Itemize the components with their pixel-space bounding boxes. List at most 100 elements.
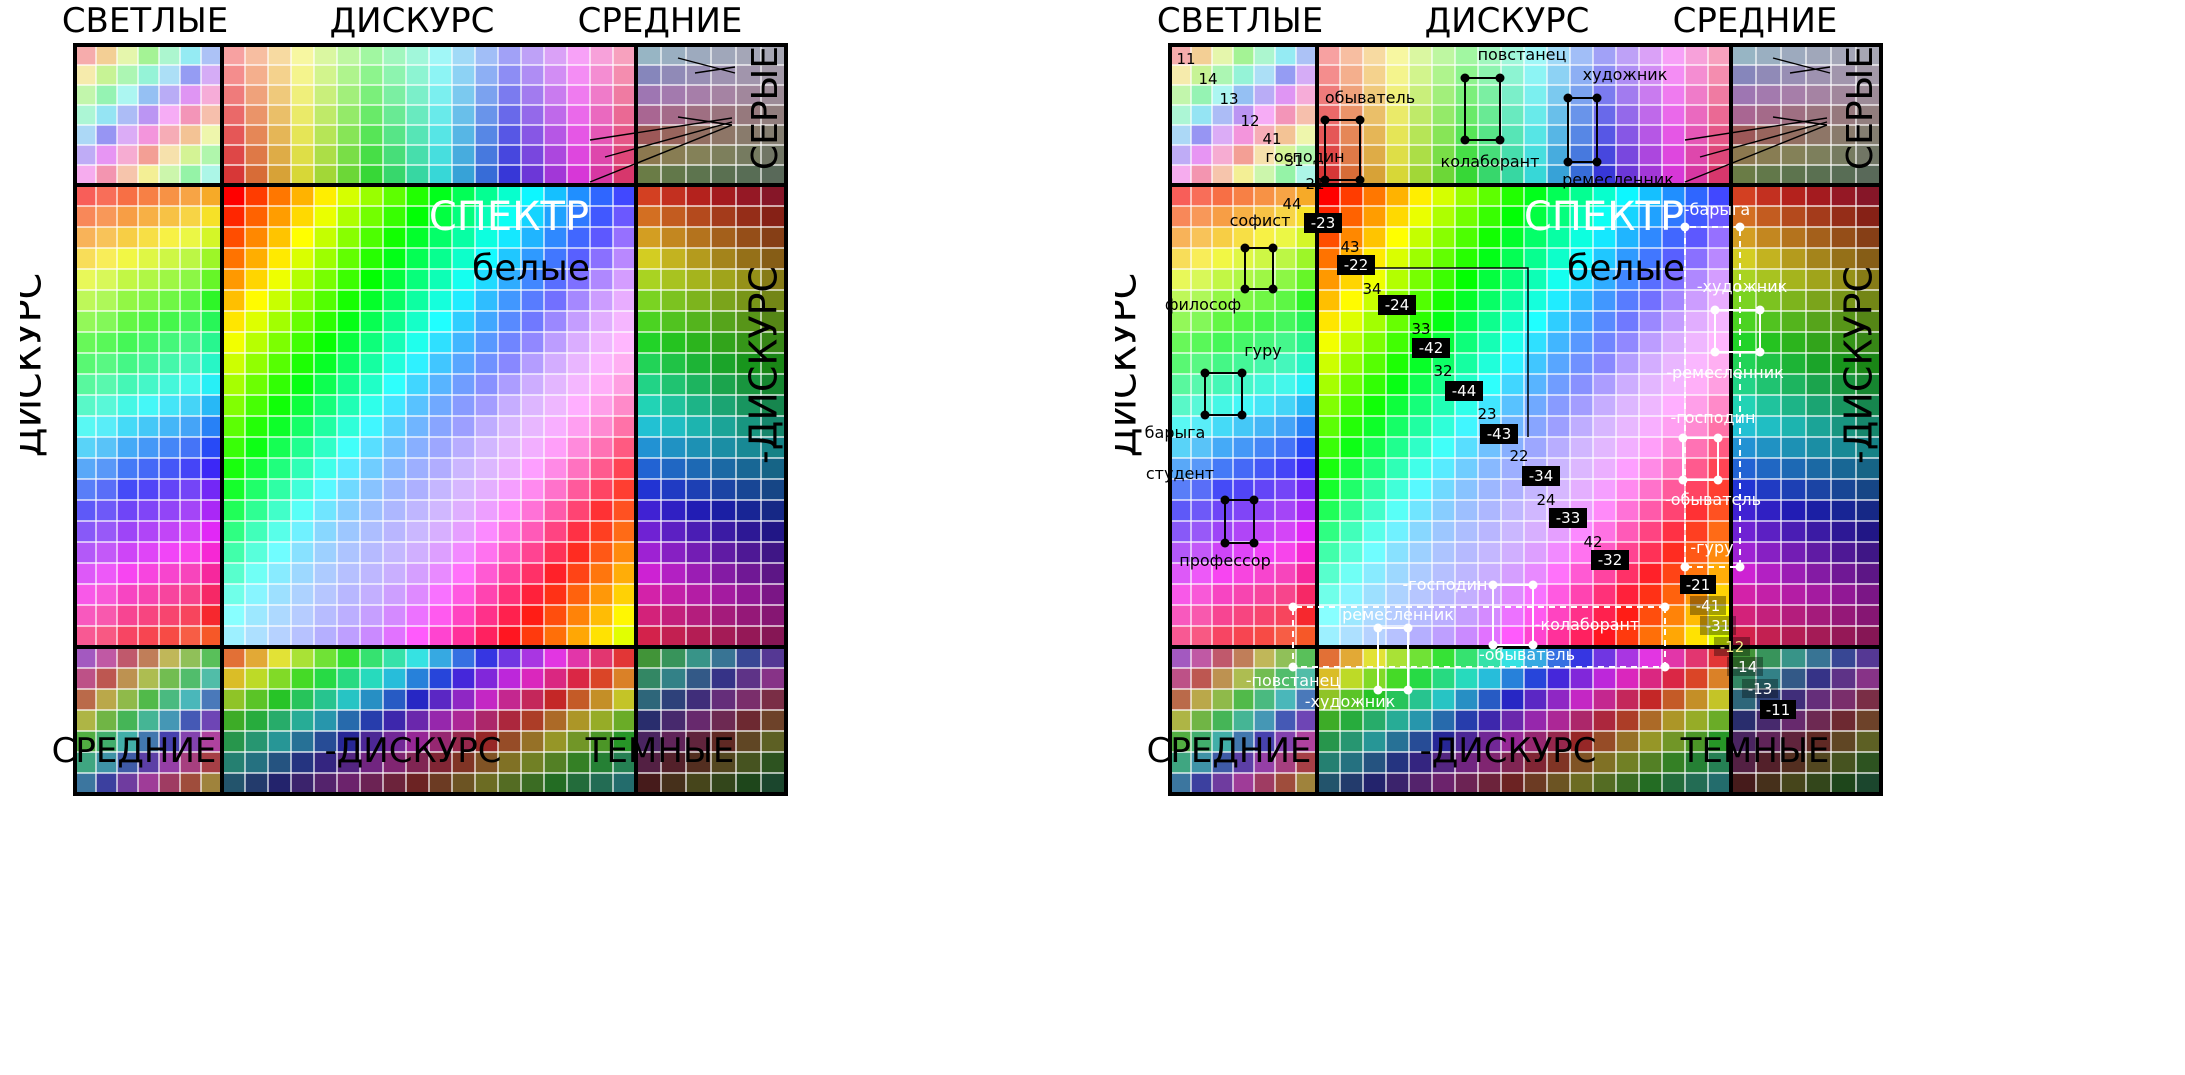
color-cell [1254,395,1275,416]
color-cell [736,105,761,125]
color-cell [1170,65,1191,85]
color-cell [1856,125,1881,145]
color-cell [75,125,96,145]
color-cell [1616,290,1639,311]
dark-number-badge [1727,657,1763,676]
color-cell [1478,731,1501,752]
color-cell [1296,689,1317,710]
color-cell [521,85,544,105]
color-cell [1570,563,1593,584]
color-cell [1547,752,1570,773]
color-cell [1275,416,1296,437]
color-cell [686,689,711,710]
color-cell [1708,105,1731,125]
color-cell [590,479,613,500]
color-cell [138,584,159,605]
code-label: 42 [1583,533,1602,551]
color-cell [1731,668,1756,689]
color-cell [1478,752,1501,773]
color-cell [686,584,711,605]
color-cell [1570,479,1593,500]
color-cell [96,165,117,185]
color-cell [544,563,567,584]
color-cell [544,165,567,185]
color-cell [1593,416,1616,437]
color-cell [1524,647,1547,668]
color-cell [452,290,475,311]
color-cell [1524,353,1547,374]
color-cell [661,227,686,248]
color-cell [1340,206,1363,227]
color-cell [590,65,613,85]
color-cell [314,458,337,479]
color-cell [138,521,159,542]
color-cell [383,689,406,710]
relation-node [1320,175,1330,185]
color-cell [1662,185,1685,206]
color-cell [1275,542,1296,563]
color-cell [1296,584,1317,605]
color-cell [1616,500,1639,521]
color-cell [1756,269,1781,290]
color-cell [1639,416,1662,437]
color-cell [761,437,786,458]
color-cell [117,542,138,563]
color-cell [1233,563,1254,584]
color-cell [337,710,360,731]
color-cell [96,125,117,145]
color-cell [1616,332,1639,353]
color-cell [1685,521,1708,542]
color-cell [613,45,636,65]
color-cell [452,105,475,125]
code-badge [1591,550,1629,570]
color-cell [1639,521,1662,542]
color-cell [1254,647,1275,668]
color-cell [1275,145,1296,165]
color-cell [613,752,636,773]
color-cell [337,647,360,668]
color-cell [521,668,544,689]
color-cell [1233,185,1254,206]
label-discourse-top: ДИСКУРС [330,1,495,41]
color-cell [567,248,590,269]
color-cell [1275,521,1296,542]
color-cell [613,668,636,689]
color-cell [590,584,613,605]
color-cell [475,395,498,416]
color-cell [1254,65,1275,85]
color-cell [314,626,337,647]
color-cell [138,605,159,626]
color-cell [406,752,429,773]
color-cell [452,65,475,85]
color-cell [314,248,337,269]
color-cell [138,563,159,584]
color-cell [1831,605,1856,626]
color-cell [1856,710,1881,731]
color-cell [159,500,180,521]
color-cell [1662,45,1685,65]
color-cell [1856,353,1881,374]
color-cell [1386,773,1409,794]
color-cell [1432,773,1455,794]
color-cell [268,332,291,353]
color-cell [75,105,96,125]
color-cell [1275,165,1296,185]
color-cell [1639,563,1662,584]
color-cell [291,227,314,248]
color-cell [337,521,360,542]
color-cell [636,269,661,290]
color-cell [1478,45,1501,65]
color-cell [544,145,567,165]
color-cell [452,269,475,290]
color-cell [1662,416,1685,437]
color-cell [1191,269,1212,290]
color-cell [1478,710,1501,731]
color-cell [613,227,636,248]
color-cell [117,668,138,689]
color-cell [736,45,761,65]
color-cell [291,731,314,752]
color-cell [1570,165,1593,185]
color-cell [1275,85,1296,105]
color-cell [75,332,96,353]
color-cell [75,500,96,521]
